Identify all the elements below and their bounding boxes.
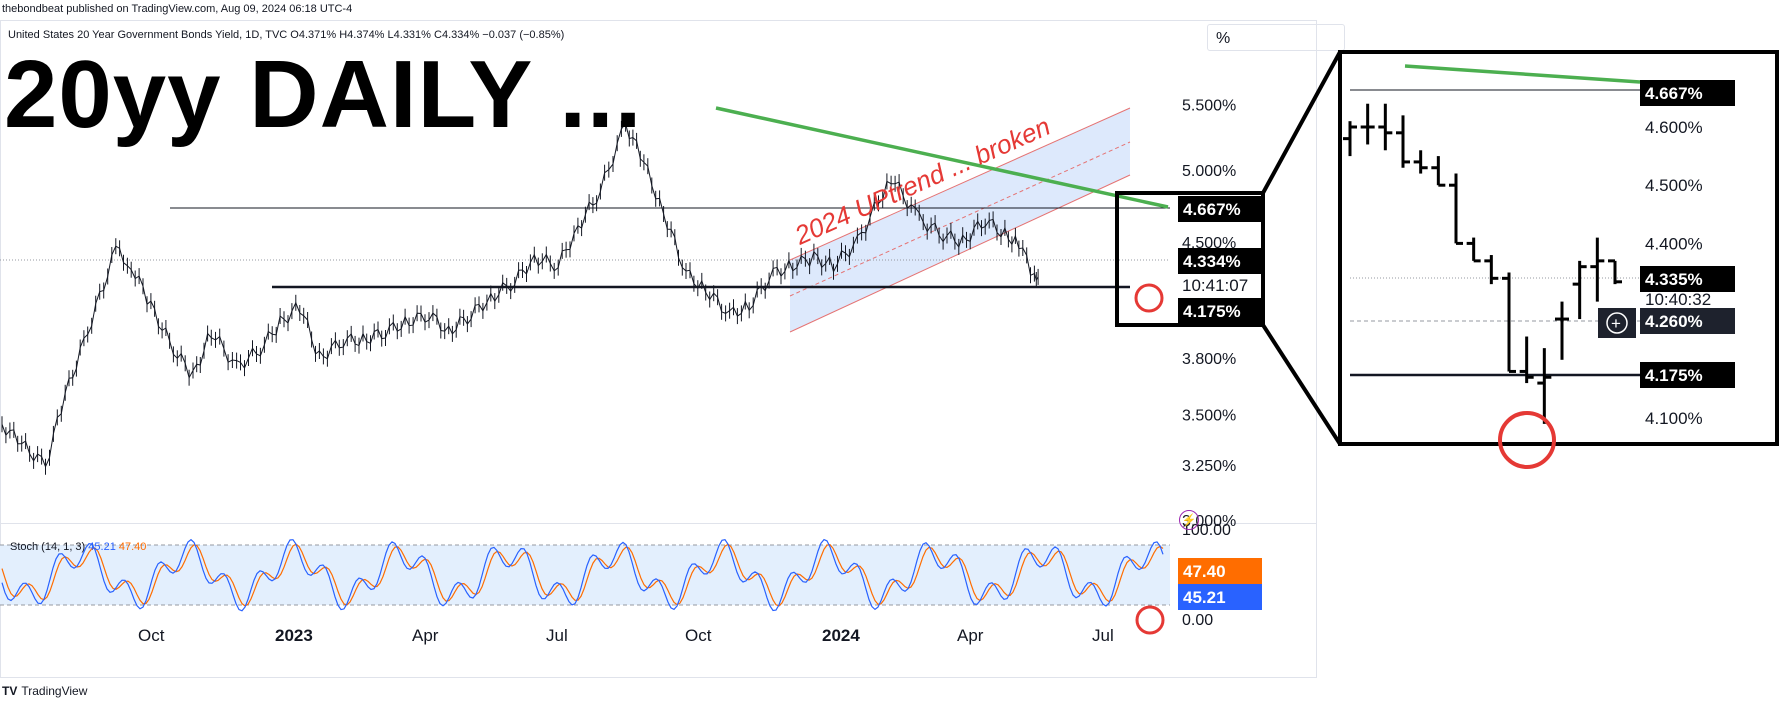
- stoch-legend: Stoch (14, 1, 3) 45.21 47.40: [10, 541, 146, 553]
- zoom-y-tick: 4.400%: [1645, 234, 1703, 253]
- publisher-line: thebondbeat published on TradingView.com…: [2, 3, 353, 15]
- y-tick-label: 3.800%: [1182, 351, 1236, 368]
- low-circle-stoch: [1135, 605, 1165, 635]
- price-series-line: [1, 122, 1039, 469]
- x-tick-label: 2023: [275, 626, 313, 645]
- zoom-y-tick: 4.600%: [1645, 118, 1703, 137]
- zoom-countdown: 10:40:32: [1645, 290, 1711, 309]
- x-tick-label: Apr: [412, 626, 439, 645]
- badge-stoch-k: [1178, 584, 1262, 610]
- zoom-y-tick: 4.100%: [1645, 409, 1703, 428]
- badge-support-text: 4.175%: [1183, 302, 1241, 321]
- zoom-add-icon-plus: +: [1611, 314, 1621, 333]
- y-tick-label: 5.500%: [1182, 98, 1236, 115]
- low-circle-main: [1134, 283, 1164, 313]
- zoom-badge-support: [1640, 362, 1735, 388]
- uptrend-channel: [790, 108, 1130, 332]
- tradingview-logo-icon: TV: [2, 684, 18, 698]
- footer: TV TradingView: [2, 684, 87, 698]
- footer-brand[interactable]: TradingView: [21, 684, 88, 698]
- zoom-downtrend: [1404, 64, 1641, 84]
- y-tick-label: 3.250%: [1182, 458, 1236, 475]
- badge-stoch-k-text: 45.21: [1183, 588, 1226, 607]
- channel-mid: [789, 141, 1131, 297]
- zoom-badge-support-text: 4.175%: [1645, 366, 1703, 385]
- zoom-badge-resistance-text: 4.667%: [1645, 84, 1703, 103]
- zoom-badge-last-text: 4.335%: [1645, 270, 1703, 289]
- x-tick-label: Jul: [1092, 626, 1114, 645]
- zoom-badge-resistance: [1640, 80, 1735, 106]
- channel-lower: [789, 174, 1131, 333]
- zoom-add-icon-ring: [1606, 312, 1628, 334]
- badge-resistance: [1178, 196, 1262, 222]
- badge-support: [1178, 298, 1262, 324]
- y-tick-label: 4.500%: [1182, 235, 1236, 252]
- badge-last: [1178, 248, 1262, 274]
- lightning-icon[interactable]: ⚡: [1179, 510, 1199, 530]
- stoch-k-line: [1, 538, 1164, 612]
- zoom-connector-top: [1261, 51, 1342, 194]
- channel-upper: [789, 107, 1131, 261]
- x-tick-label: 2024: [822, 626, 860, 645]
- zoom-y-tick: 4.500%: [1645, 176, 1703, 195]
- y-tick-label: 5.000%: [1182, 163, 1236, 180]
- x-tick-label: Oct: [685, 626, 712, 645]
- stoch-tick-0: 0.00: [1182, 612, 1213, 629]
- downtrend-line: [715, 106, 1169, 209]
- chart-title-annotation: 20yy DAILY ...: [4, 41, 643, 148]
- stoch-k-value: 45.21: [88, 541, 116, 553]
- low-circle-zoom: [1498, 411, 1556, 469]
- scale-percent-button[interactable]: %: [1207, 24, 1345, 51]
- badge-stoch-d-text: 47.40: [1183, 562, 1226, 581]
- y-tick-label: 3.500%: [1182, 407, 1236, 424]
- badge-stoch-d: [1178, 558, 1262, 584]
- symbol-legend: United States 20 Year Government Bonds Y…: [8, 29, 565, 41]
- countdown-main: 10:41:07: [1182, 276, 1248, 295]
- zoom-badge-crosshair: [1640, 308, 1735, 334]
- zoom-source-box: [1115, 191, 1265, 327]
- main-panel-frame: [0, 20, 1317, 678]
- stoch-band: [0, 545, 1170, 605]
- stoch-label: Stoch (14, 1, 3): [10, 541, 86, 553]
- x-tick-label: Oct: [138, 626, 165, 645]
- stoch-d-value: 47.40: [118, 541, 147, 553]
- zoom-connector-bottom: [1261, 323, 1342, 446]
- x-tick-label: Jul: [546, 626, 568, 645]
- badge-last-text: 4.334%: [1183, 252, 1241, 271]
- zoom-badge-crosshair-text: 4.260%: [1645, 312, 1703, 331]
- x-tick-label: Apr: [957, 626, 984, 645]
- zoom-badge-last: [1640, 266, 1735, 292]
- badge-resistance-text: 4.667%: [1183, 200, 1241, 219]
